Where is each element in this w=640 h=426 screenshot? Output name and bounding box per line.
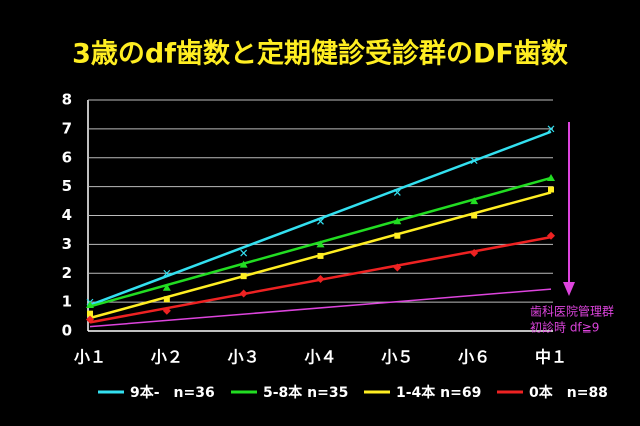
x-tick-label: 小６ <box>458 348 490 367</box>
marker <box>470 197 479 205</box>
marker <box>547 173 555 181</box>
marker <box>162 283 171 291</box>
x-tick-label: 小１ <box>74 348 106 367</box>
y-tick-label: 4 <box>62 206 72 224</box>
marker <box>316 275 325 284</box>
legend-label: 1-4本 n=69 <box>396 384 481 401</box>
marker <box>471 212 478 219</box>
y-tick-label: 0 <box>62 322 72 340</box>
y-tick-label: 1 <box>62 293 72 311</box>
y-tick-label: 7 <box>62 119 72 137</box>
chart-title: 3歳のdf歯数と定期健診受診群のDF歯数 <box>72 38 569 70</box>
marker <box>393 217 402 225</box>
y-tick-label: 3 <box>62 235 72 253</box>
y-tick-label: 2 <box>62 264 72 282</box>
marker <box>470 249 479 258</box>
marker <box>240 249 248 257</box>
y-tick-label: 6 <box>62 148 72 166</box>
reference-line <box>89 288 552 328</box>
x-tick-label: 小５ <box>381 348 413 367</box>
marker <box>86 301 94 309</box>
marker <box>163 269 171 277</box>
x-tick-label: 小４ <box>304 348 336 367</box>
marker <box>393 188 401 196</box>
marker <box>316 240 325 248</box>
marker <box>86 315 94 324</box>
marker <box>317 217 324 225</box>
marker <box>547 125 555 133</box>
marker <box>87 310 93 317</box>
marker <box>239 260 248 268</box>
y-tick-label: 5 <box>62 177 72 195</box>
legend-label: 5-8本 n=35 <box>263 384 348 401</box>
marker <box>394 232 401 239</box>
x-tick-label: 小２ <box>151 348 183 367</box>
legend-label: 9本- n=36 <box>130 384 215 401</box>
marker <box>317 252 324 259</box>
x-tick-label: 中１ <box>535 348 567 367</box>
x-tick-label: 小３ <box>228 348 260 367</box>
marker <box>393 263 402 272</box>
marker <box>163 296 170 303</box>
marker <box>240 273 247 280</box>
arrow-head <box>563 282 575 296</box>
reference-label: 歯科医院管理群 <box>530 304 614 319</box>
marker <box>548 186 554 193</box>
marker <box>470 157 478 165</box>
marker <box>239 289 248 298</box>
y-tick-label: 8 <box>62 91 72 109</box>
legend-label: 0本 n=88 <box>529 384 608 401</box>
reference-label: 初診時 df≧9 <box>530 320 599 335</box>
marker <box>162 306 171 315</box>
marker <box>547 231 555 240</box>
